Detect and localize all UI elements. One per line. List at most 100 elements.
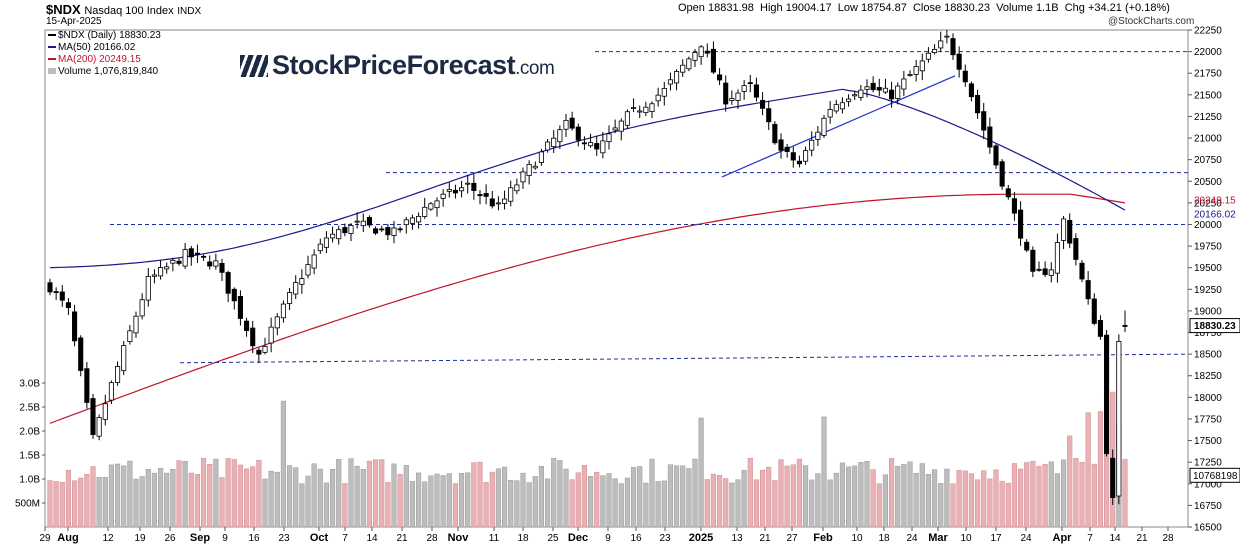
volume-tick-label: 2.0B [19, 427, 40, 438]
volume-bar [157, 467, 164, 528]
date-tick-label: 10 [960, 533, 972, 544]
volume-bar [256, 459, 262, 528]
candle-body [133, 315, 139, 334]
candle-body [624, 111, 630, 126]
candle-body [1073, 238, 1079, 260]
volume-bar [925, 474, 932, 528]
volume-bar [102, 477, 108, 528]
volume-bar [710, 473, 717, 528]
date-tick-label: 13 [731, 533, 743, 544]
candle-body [643, 106, 649, 114]
volume-bar [348, 458, 354, 528]
candle-body [741, 85, 747, 92]
volume-bar [1011, 463, 1018, 528]
volume-tick-label: 500M [15, 499, 40, 510]
candle-body [735, 92, 741, 101]
volume-bar [723, 478, 729, 528]
candle-body [981, 111, 987, 131]
volume-bar [581, 465, 588, 528]
volume-bar [575, 472, 581, 528]
price-tick-label: 17000 [1194, 479, 1222, 490]
candle-body [268, 326, 274, 344]
candle-body [821, 117, 827, 136]
volume-bar [956, 469, 962, 528]
candle-body [1042, 268, 1048, 275]
date-tick-label: 16 [630, 533, 642, 544]
high-value: 19004.17 [785, 2, 832, 14]
candle-body [968, 83, 974, 98]
price-tick-label: 18250 [1194, 371, 1222, 382]
volume-bar [207, 464, 213, 528]
volume-bar [1122, 459, 1128, 528]
volume-bar [219, 477, 225, 528]
candle-body [182, 249, 188, 267]
date-tick-label: 21 [1136, 533, 1148, 544]
volume-bar [987, 478, 993, 528]
volume-bar [698, 417, 704, 528]
candle-body [78, 337, 84, 371]
candle-body [839, 102, 845, 110]
volume-bar [440, 475, 446, 528]
legend-ma50: MA(50) 20166.02 [48, 42, 161, 54]
volume-bar [280, 400, 287, 528]
volume-bar [606, 473, 612, 528]
volume-bar [391, 463, 397, 528]
candle-body [938, 40, 944, 49]
volume-bar [913, 472, 919, 528]
chart-ticker-title: $NDX Nasdaq 100 Index INDX [46, 2, 201, 17]
price-tick-label: 17750 [1194, 414, 1222, 425]
stockcharts-watermark: @StockCharts.com [1108, 16, 1195, 27]
candle-body [139, 299, 145, 317]
date-tick-label: 16 [248, 533, 260, 544]
legend-price: $NDX (Daily) 18830.23 [48, 30, 161, 42]
date-tick-label: 17 [990, 533, 1002, 544]
candle-body [495, 202, 501, 205]
candle-body [680, 64, 686, 73]
candle-body [219, 262, 225, 273]
candle-body [649, 103, 655, 112]
candle-body [121, 345, 127, 372]
candle-body [852, 94, 858, 97]
high-label: High [760, 2, 783, 14]
uptrend-line [721, 75, 956, 178]
volume-bar [864, 461, 870, 528]
volume-bar [397, 473, 403, 528]
volume-bar [809, 479, 815, 528]
date-tick-label: Feb [813, 532, 833, 544]
date-tick-label: 11 [489, 533, 500, 544]
candle-body [459, 187, 465, 192]
volume-bar [403, 465, 409, 528]
price-tick-label: 20250 [1194, 198, 1222, 209]
volume-bar [329, 468, 336, 528]
candle-body [53, 291, 59, 293]
candle-body [717, 74, 723, 81]
price-tick-label: 20000 [1194, 220, 1222, 231]
volume-bar [182, 461, 188, 528]
volume-bar [981, 470, 987, 528]
volume-bar [637, 466, 643, 528]
volume-bar [237, 464, 244, 528]
candle-body [115, 366, 121, 383]
volume-bar [796, 458, 803, 528]
volume-bar [938, 483, 944, 528]
volume-bar [514, 480, 520, 528]
volume-bar [821, 416, 827, 528]
volume-bar [901, 464, 907, 528]
volume-bar [47, 480, 53, 528]
volume-bar [1005, 482, 1011, 528]
volume-bar [127, 460, 133, 528]
price-tick-label: 20750 [1194, 155, 1222, 166]
date-tick-label: 18 [878, 533, 890, 544]
volume-bar [729, 482, 735, 528]
volume-bar [274, 471, 280, 528]
candle-body [698, 46, 704, 58]
candle-body [520, 171, 526, 183]
volume-bar [968, 473, 975, 528]
price-tick-label: 18000 [1194, 393, 1222, 404]
date-tick-label: Apr [1053, 532, 1073, 544]
candle-body [311, 254, 317, 269]
legend-volume-text: Volume 1,076,819,840 [58, 66, 159, 77]
volume-bar [999, 480, 1005, 528]
candle-body [919, 60, 925, 72]
